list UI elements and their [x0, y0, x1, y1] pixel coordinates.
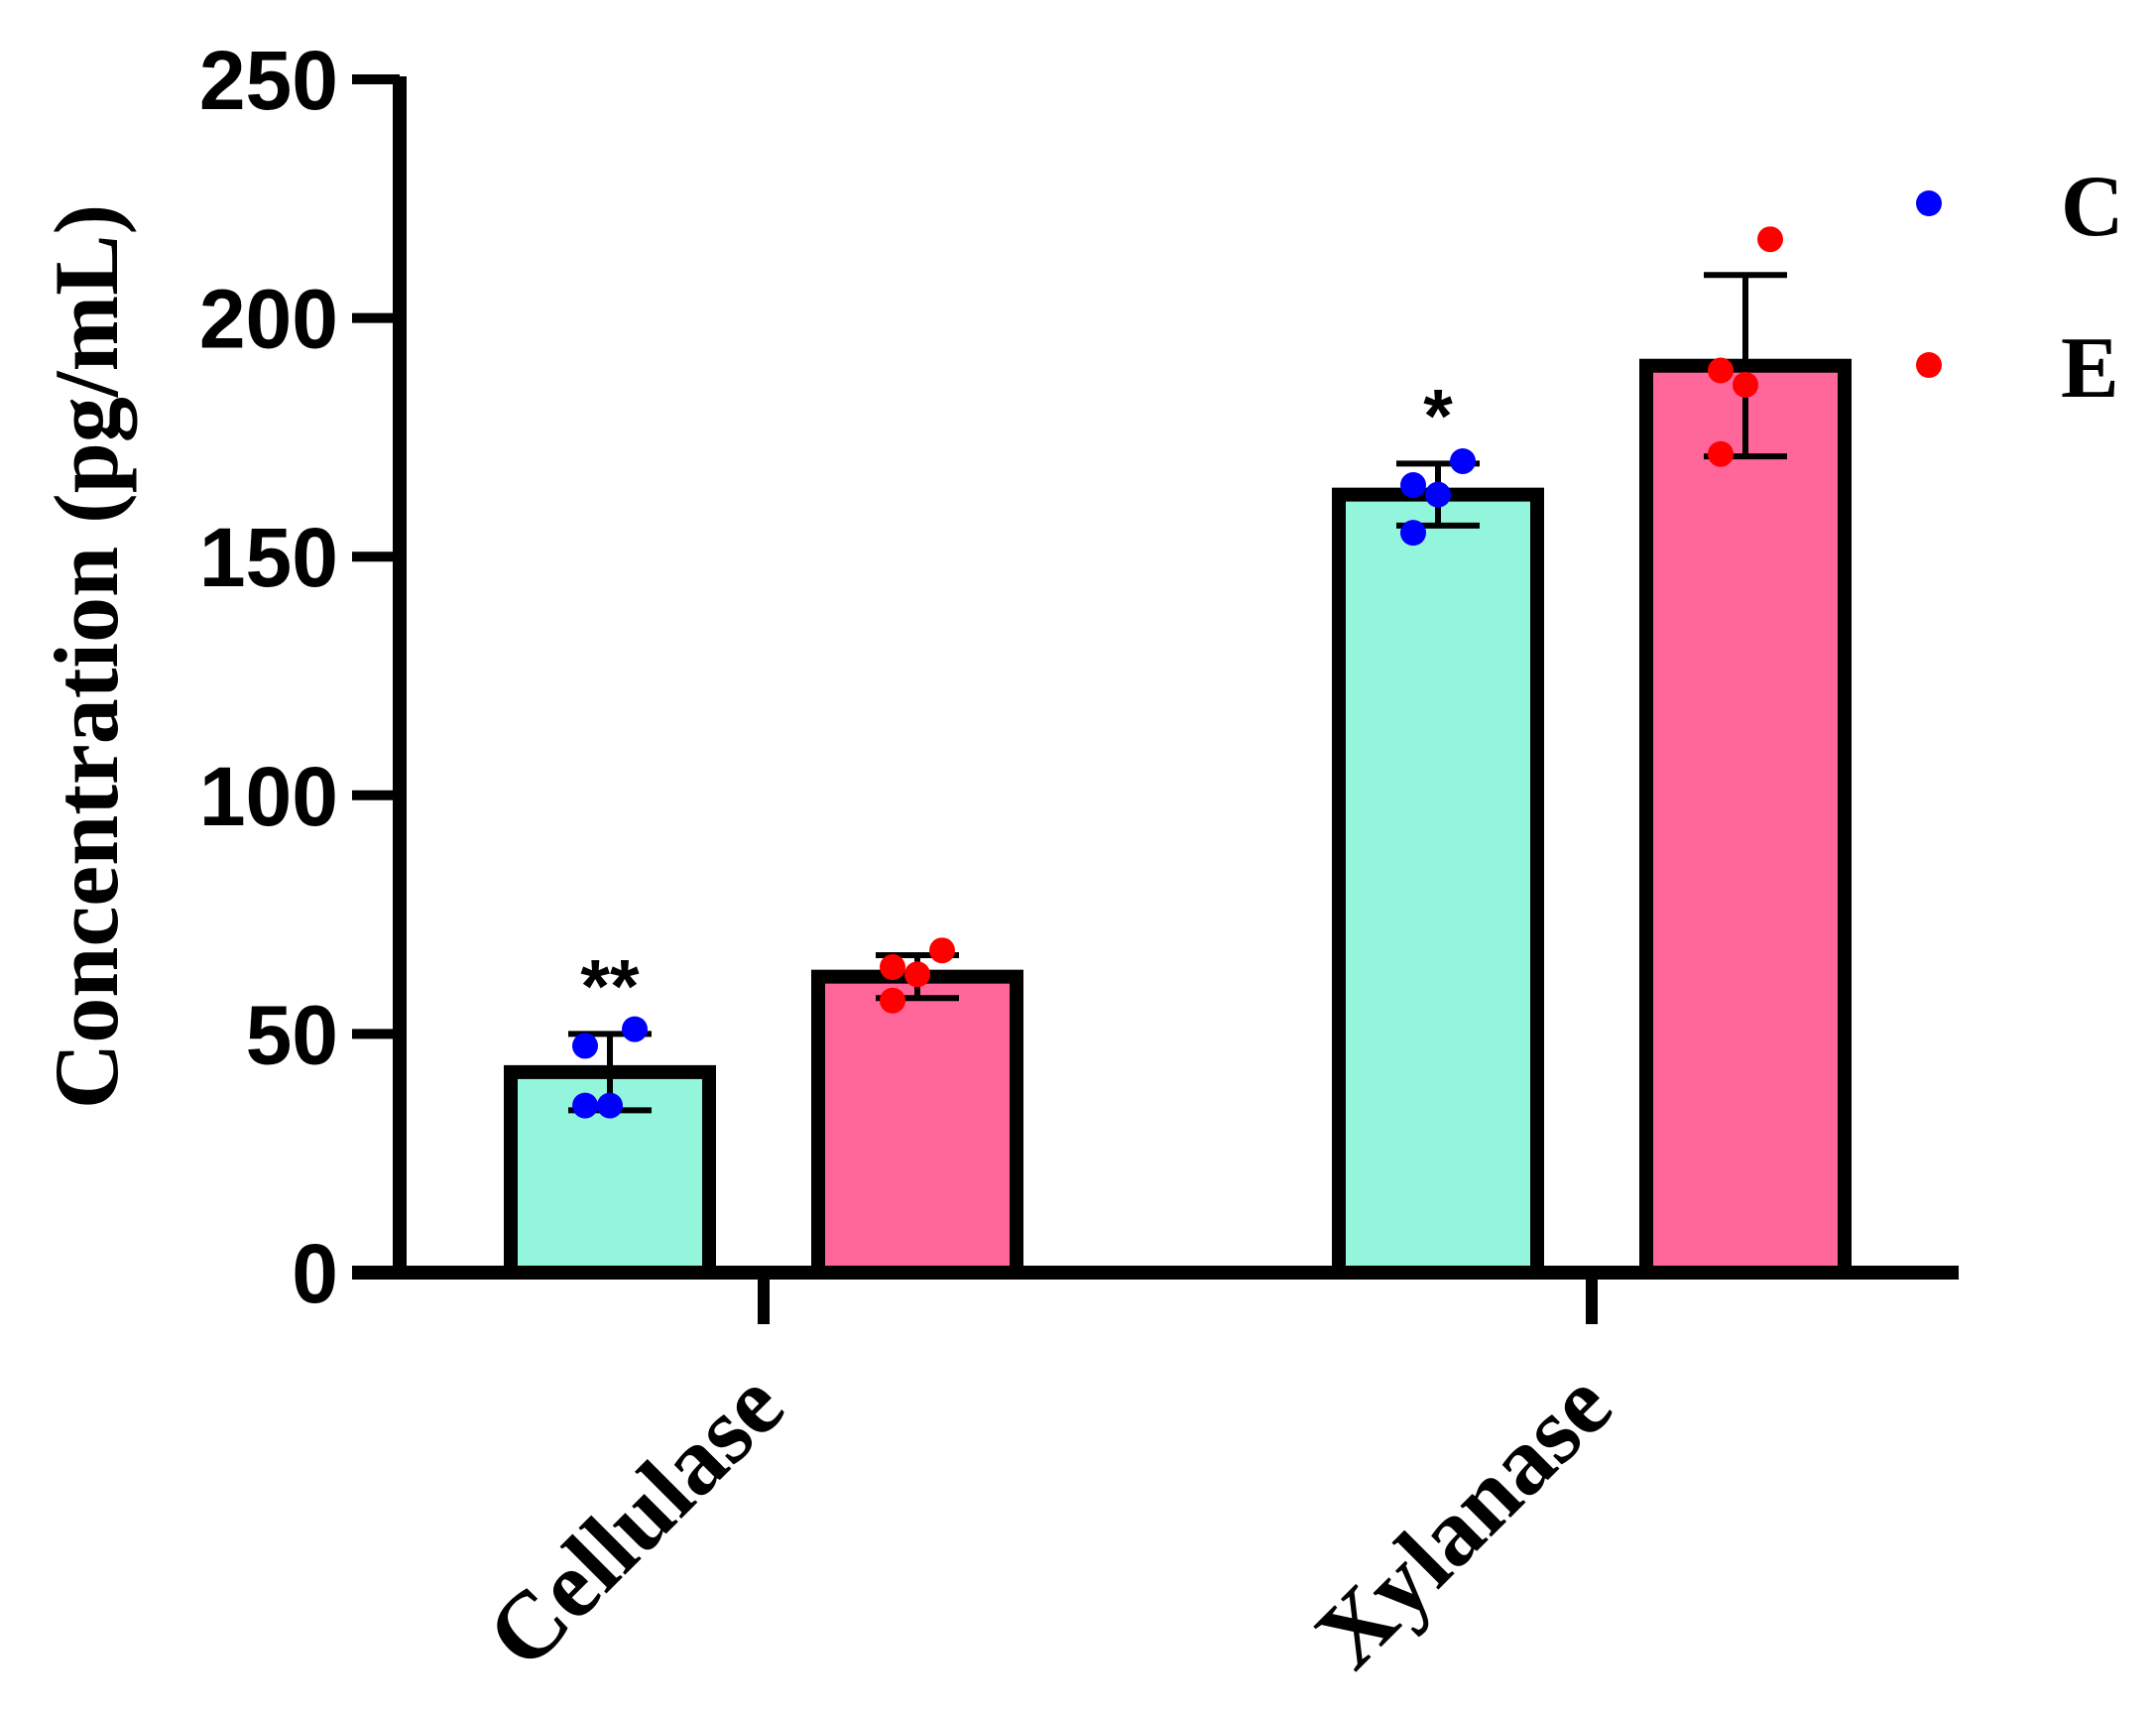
legend: CE — [1916, 159, 2124, 417]
data-point-E — [1733, 371, 1758, 398]
y-tick-label: 0 — [292, 1227, 338, 1320]
x-category-label-xylanase: Xylanase — [1294, 1351, 1631, 1688]
data-point-E — [880, 954, 905, 981]
legend-marker-C — [1916, 190, 1942, 216]
error-bars-layer — [568, 272, 1787, 1114]
significance-marker: * — [1423, 374, 1453, 458]
data-point-C — [597, 1092, 623, 1119]
data-point-C — [1400, 520, 1426, 547]
legend-marker-E — [1916, 352, 1942, 378]
data-point-E — [929, 937, 955, 964]
data-point-E — [880, 987, 905, 1014]
data-points-layer — [572, 226, 1783, 1119]
data-point-C — [572, 1092, 598, 1119]
y-axis-title: Concentration (pg/mL) — [36, 204, 137, 1109]
y-tick-label: 200 — [199, 273, 338, 366]
bar-C-xylanase — [1332, 487, 1544, 1281]
bar-E-cellulase — [811, 969, 1023, 1280]
data-point-E — [1757, 226, 1783, 253]
significance-layer: *** — [580, 374, 1453, 1029]
data-point-C — [1425, 481, 1451, 508]
data-point-C — [622, 1016, 648, 1042]
legend-label-E: E — [2061, 320, 2119, 417]
data-point-E — [1708, 440, 1734, 467]
y-tick-label: 150 — [199, 511, 338, 604]
significance-marker: ** — [580, 944, 640, 1029]
bar-E-xylanase — [1639, 358, 1852, 1281]
data-point-C — [572, 1033, 598, 1059]
legend-label-C: C — [2061, 159, 2124, 255]
data-point-E — [904, 961, 930, 988]
bars-layer — [504, 358, 1852, 1281]
y-tick-label: 50 — [246, 988, 338, 1081]
y-tick-label: 250 — [199, 34, 338, 127]
data-point-E — [1708, 357, 1734, 384]
x-category-label-cellulase: Cellulase — [466, 1351, 803, 1688]
data-point-C — [1400, 472, 1426, 499]
y-tick-label: 100 — [199, 750, 338, 843]
data-point-C — [1450, 447, 1476, 474]
